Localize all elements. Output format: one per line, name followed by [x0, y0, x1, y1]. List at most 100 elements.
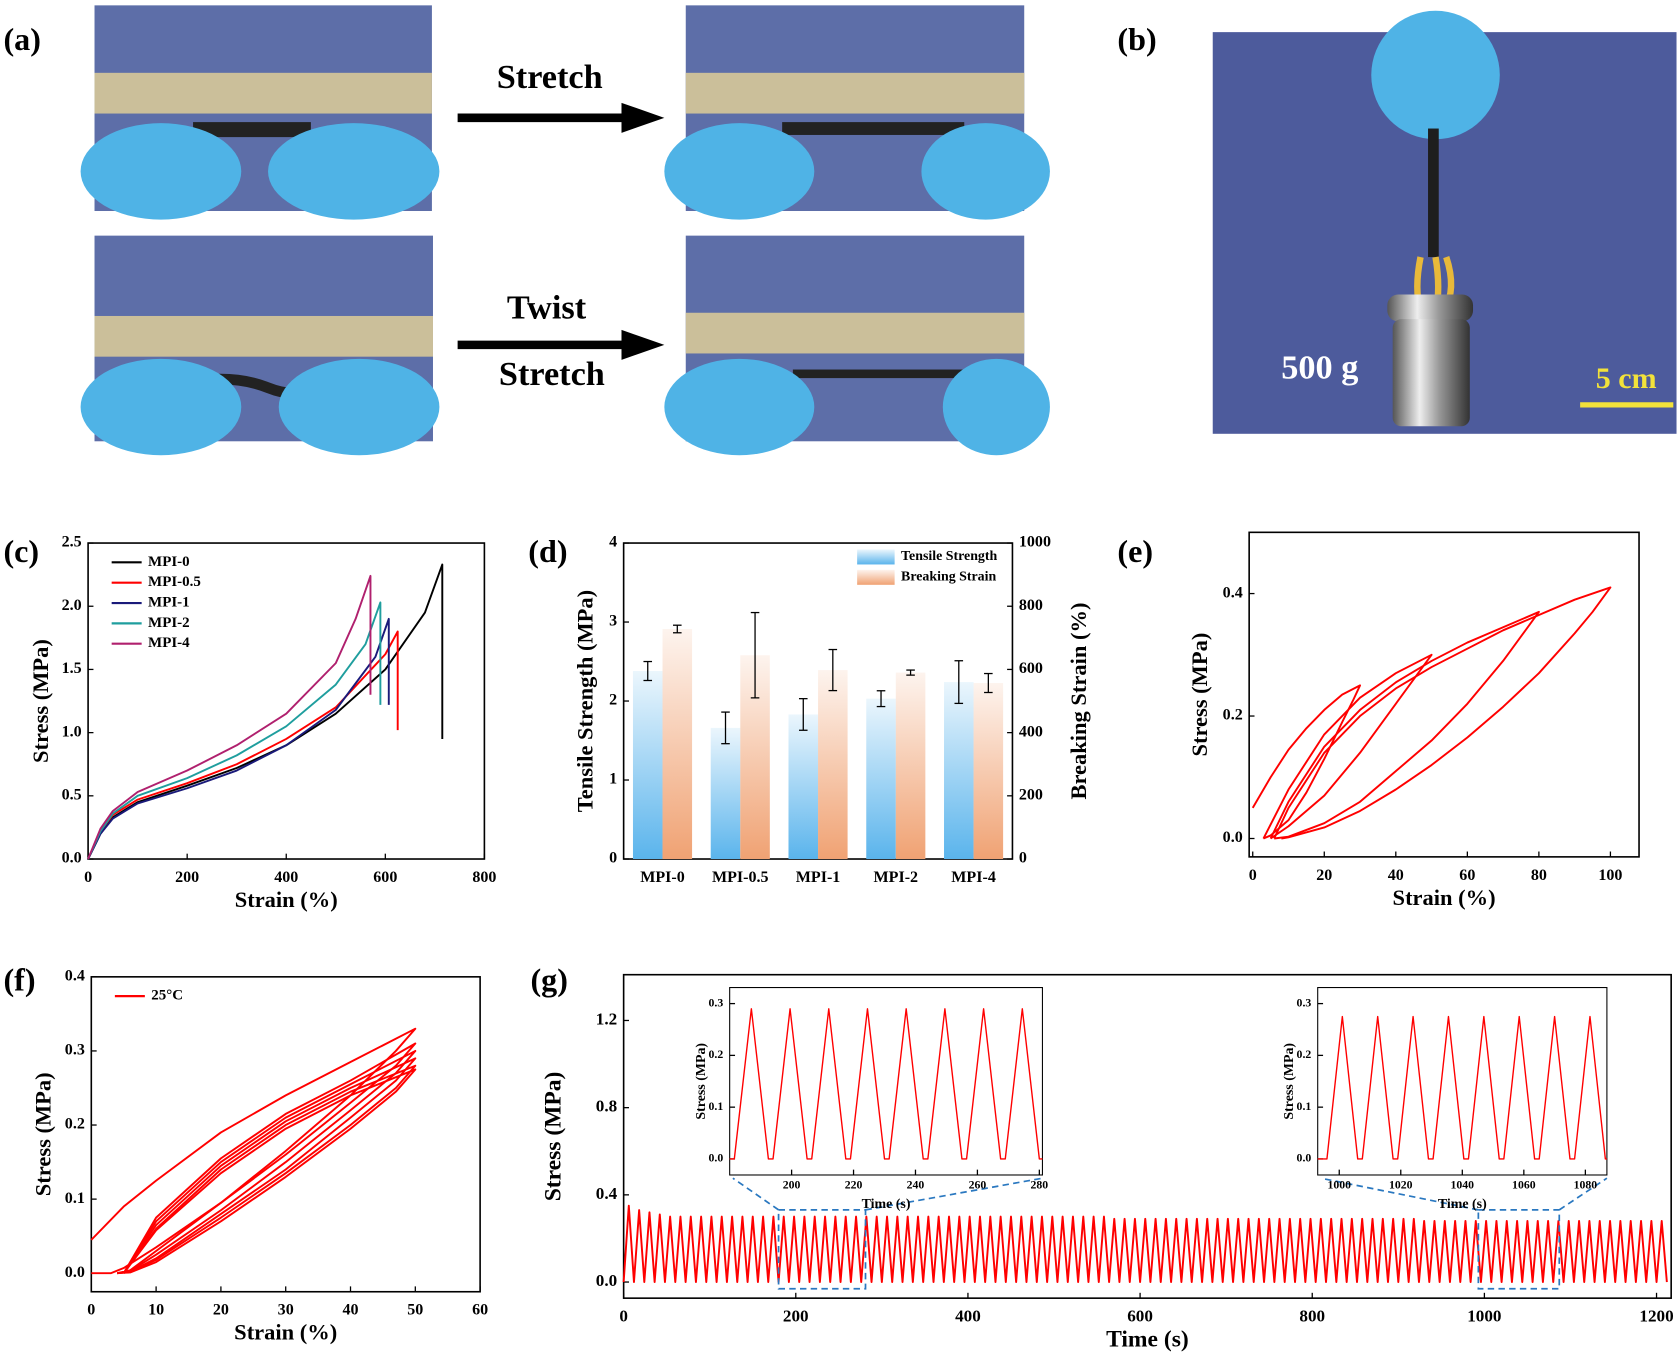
- tick-label: 0.2: [1223, 707, 1243, 724]
- weight: [1392, 319, 1470, 427]
- bar: [895, 672, 926, 860]
- legend-label: MPI-4: [148, 635, 190, 651]
- bar: [632, 671, 663, 860]
- data-line: [117, 1042, 417, 1275]
- ruler: [685, 312, 1025, 354]
- tick-label: 0.4: [1223, 584, 1243, 601]
- tick-label: 0.1: [1297, 1100, 1312, 1113]
- sample: [1428, 128, 1439, 258]
- tick-label: 200: [1019, 787, 1043, 804]
- tick-label: 400: [274, 869, 298, 886]
- x-tick-label: MPI-0: [640, 869, 685, 886]
- glove: [1371, 10, 1500, 140]
- tick-label: 1000: [1327, 1178, 1351, 1191]
- data-line: [117, 1064, 417, 1275]
- tick-label: 2: [609, 692, 617, 709]
- tick-label: 40: [1388, 867, 1404, 884]
- tick-label: 200: [783, 1306, 809, 1325]
- error-bar: [750, 611, 760, 699]
- error-bar: [828, 648, 838, 692]
- tick-label: 0.3: [1297, 996, 1312, 1009]
- photo: [664, 5, 1050, 220]
- legend-swatch: [857, 569, 895, 585]
- glove: [664, 358, 815, 456]
- tick-label: 0.3: [709, 996, 724, 1009]
- tick-label: 600: [1019, 660, 1043, 677]
- data-line: [1251, 684, 1362, 840]
- error-bar: [643, 660, 653, 682]
- zoom-region: [777, 1209, 867, 1290]
- x-axis-label: Time (s): [862, 1197, 911, 1212]
- tick-label: 800: [1299, 1306, 1325, 1325]
- tick-label: 260: [969, 1178, 987, 1191]
- bar: [866, 698, 896, 860]
- ruler: [94, 72, 432, 114]
- y-axis-label: Stress (MPa): [28, 639, 53, 763]
- x-axis-label: Strain (%): [1393, 885, 1496, 910]
- bar: [944, 682, 974, 860]
- x-axis-label: Time (s): [1106, 1326, 1189, 1352]
- tick-label: 3: [609, 613, 617, 630]
- glove: [80, 358, 242, 456]
- data-line: [90, 1027, 417, 1275]
- zoom-connector: [1320, 1177, 1479, 1211]
- tick-label: 1020: [1389, 1178, 1413, 1191]
- photo: [1212, 10, 1677, 434]
- sample: [193, 122, 311, 138]
- plot-frame: [1248, 531, 1640, 858]
- error-bar: [954, 660, 964, 705]
- x-tick-label: MPI-4: [951, 869, 996, 886]
- tick-label: 1000: [1019, 534, 1051, 551]
- tick-label: 60: [472, 1302, 488, 1319]
- x-axis-label: Strain (%): [234, 1320, 337, 1345]
- y-axis-label: Stress (MPa): [694, 1043, 709, 1120]
- glove: [80, 123, 242, 220]
- bar: [973, 683, 1004, 860]
- legend-swatch: [857, 549, 895, 565]
- panel-label: (c): [3, 533, 39, 569]
- data-line: [87, 574, 372, 860]
- tick-label: 20: [213, 1302, 229, 1319]
- error-bar: [798, 698, 808, 731]
- tick-label: 280: [1031, 1178, 1049, 1191]
- tick-label: 200: [783, 1178, 801, 1191]
- error-bar: [673, 624, 682, 634]
- tick-label: 30: [278, 1302, 294, 1319]
- x-tick-label: MPI-0.5: [712, 869, 769, 886]
- tick-label: 600: [373, 869, 397, 886]
- tick-label: 220: [845, 1178, 863, 1191]
- tick-label: 0: [84, 869, 92, 886]
- glove: [921, 123, 1050, 220]
- tick-label: 80: [1531, 867, 1547, 884]
- tick-label: 1040: [1451, 1178, 1475, 1191]
- photo: [80, 5, 440, 220]
- tick-label: 1.2: [596, 1009, 617, 1028]
- tick-label: 0.1: [65, 1190, 85, 1207]
- tick-label: 0.3: [65, 1042, 85, 1059]
- tick-label: 0.0: [1223, 829, 1243, 846]
- tick-label: 0.4: [596, 1184, 618, 1203]
- tick-label: 40: [342, 1302, 358, 1319]
- y-axis-label: Stress (MPa): [1282, 1043, 1297, 1120]
- legend-label: Tensile Strength: [901, 549, 997, 564]
- panel-label: (g): [530, 962, 567, 998]
- tick-label: 1000: [1467, 1306, 1501, 1325]
- glove: [268, 123, 440, 220]
- y-axis-label: Stress (MPa): [30, 1072, 55, 1196]
- sample: [792, 369, 986, 379]
- tick-label: 0.0: [596, 1271, 617, 1290]
- tick-label: 50: [407, 1302, 423, 1319]
- tick-label: 0.5: [62, 787, 82, 804]
- tick-label: 0.0: [62, 850, 82, 867]
- tick-label: 0: [87, 1302, 95, 1319]
- tick-label: 10: [148, 1302, 164, 1319]
- tick-label: 0: [1019, 850, 1027, 867]
- tick-label: 0: [609, 850, 617, 867]
- tick-label: 0: [619, 1306, 628, 1325]
- photo: [80, 235, 440, 456]
- ruler: [685, 72, 1025, 114]
- sample: [782, 122, 965, 135]
- zoom-connector: [865, 1177, 1043, 1211]
- error-bar: [906, 669, 915, 676]
- tick-label: 4: [609, 534, 617, 551]
